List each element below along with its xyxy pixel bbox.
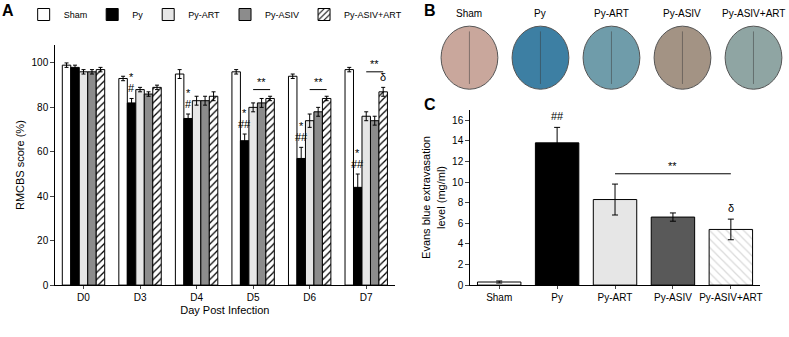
svg-text:*: *	[355, 147, 360, 159]
svg-text:Day Post Infection: Day Post Infection	[180, 304, 269, 316]
svg-text:Py: Py	[132, 10, 143, 20]
svg-text:**: **	[668, 160, 677, 172]
svg-text:#: #	[128, 82, 135, 94]
svg-text:0: 0	[458, 280, 464, 291]
svg-text:D5: D5	[247, 292, 260, 303]
svg-text:Py-ASIV: Py-ASIV	[654, 292, 692, 303]
svg-text:##: ##	[551, 110, 564, 122]
svg-text:14: 14	[452, 135, 464, 146]
svg-text:##: ##	[295, 131, 308, 143]
svg-text:Py-ASIV+ART: Py-ASIV+ART	[344, 10, 402, 20]
svg-text:*: *	[129, 71, 134, 83]
svg-text:A: A	[2, 2, 14, 19]
svg-text:0: 0	[43, 280, 49, 291]
svg-text:Py: Py	[551, 292, 563, 303]
svg-text:RMCBS score (%): RMCBS score (%)	[14, 120, 26, 210]
svg-text:D3: D3	[134, 292, 147, 303]
svg-text:6: 6	[458, 218, 464, 229]
svg-text:*: *	[299, 120, 304, 132]
svg-text:Py-ART: Py-ART	[594, 8, 629, 19]
svg-text:*: *	[242, 107, 247, 119]
svg-text:**: **	[257, 76, 266, 88]
svg-text:#: #	[185, 98, 192, 110]
svg-text:12: 12	[452, 156, 464, 167]
svg-text:δ: δ	[380, 71, 386, 83]
svg-text:Evans blue extravasationlevel: Evans blue extravasationlevel (mg/ml)	[420, 136, 446, 259]
svg-text:C: C	[424, 96, 436, 113]
svg-text:Py-ART: Py-ART	[598, 292, 633, 303]
svg-text:16: 16	[452, 115, 464, 126]
svg-text:80: 80	[37, 102, 49, 113]
svg-text:D6: D6	[303, 292, 316, 303]
svg-text:Py-ASIV: Py-ASIV	[265, 10, 299, 20]
svg-text:**: **	[314, 76, 323, 88]
svg-text:D4: D4	[190, 292, 203, 303]
svg-text:20: 20	[37, 235, 49, 246]
svg-text:δ: δ	[728, 202, 734, 214]
svg-text:Py-ASIV+ART: Py-ASIV+ART	[699, 292, 762, 303]
svg-text:Sham: Sham	[456, 8, 482, 19]
svg-text:2: 2	[458, 259, 464, 270]
svg-text:##: ##	[351, 158, 364, 170]
svg-text:Sham: Sham	[486, 292, 512, 303]
svg-text:Py-ASIV: Py-ASIV	[663, 8, 701, 19]
svg-text:B: B	[424, 2, 436, 19]
svg-text:*: *	[186, 87, 191, 99]
svg-text:**: **	[370, 58, 379, 70]
svg-text:D7: D7	[360, 292, 373, 303]
svg-text:##: ##	[238, 118, 251, 130]
svg-text:D0: D0	[77, 292, 90, 303]
svg-text:Sham: Sham	[64, 10, 88, 20]
svg-text:8: 8	[458, 197, 464, 208]
svg-text:60: 60	[37, 146, 49, 157]
svg-text:40: 40	[37, 191, 49, 202]
svg-text:100: 100	[32, 57, 49, 68]
svg-text:Py: Py	[534, 8, 546, 19]
svg-text:10: 10	[452, 177, 464, 188]
svg-text:Py-ART: Py-ART	[188, 10, 220, 20]
svg-text:4: 4	[458, 238, 464, 249]
svg-text:Py-ASIV+ART: Py-ASIV+ART	[722, 8, 785, 19]
